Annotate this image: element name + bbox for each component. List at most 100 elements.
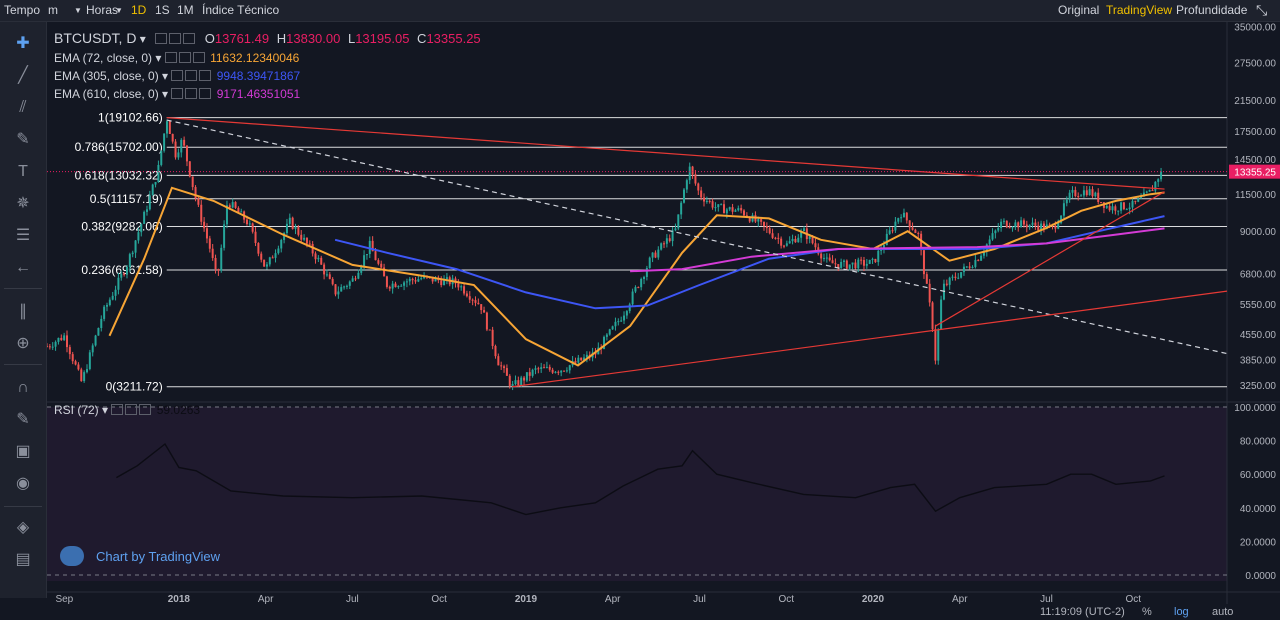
rsi-line [116, 442, 1165, 516]
interval-1d[interactable]: 1D [131, 3, 147, 17]
candle-body [860, 259, 863, 261]
candle-body [385, 276, 388, 287]
settings-icon[interactable] [171, 70, 184, 81]
layers-icon[interactable]: ◈ [16, 519, 30, 536]
chevron-down-icon[interactable]: ▾ [158, 87, 172, 101]
ema-legend[interactable]: EMA (610, close, 0) ▾ 9171.46351051 [54, 87, 300, 101]
lock-drawing-icon[interactable]: ✎ [16, 411, 30, 428]
view-original[interactable]: Original [1058, 3, 1100, 17]
zoom-icon[interactable]: ⊕ [16, 335, 30, 352]
ema-legend[interactable]: EMA (305, close, 0) ▾ 9948.39471867 [54, 69, 300, 83]
time-axis-label: 2020 [862, 594, 885, 604]
source-icon[interactable] [169, 33, 182, 44]
trendline[interactable] [511, 290, 1228, 388]
auto-scale-button[interactable]: auto [1212, 606, 1234, 618]
trend-line-icon[interactable]: ╱ [18, 67, 28, 84]
remove-icon[interactable] [139, 404, 152, 415]
price-chart[interactable]: 1(19102.66) 0.786(15702.00) 0.618(13032.32… [47, 22, 1280, 604]
trendline[interactable] [166, 117, 1165, 190]
candle-body [414, 280, 417, 282]
indicator-label[interactable]: EMA (305, close, 0) [54, 69, 159, 83]
ohlc-key: O [201, 31, 215, 46]
source-icon[interactable] [185, 70, 198, 81]
percent-scale-button[interactable]: % [1142, 606, 1152, 618]
trash-icon[interactable]: ▤ [15, 551, 31, 568]
source-icon[interactable] [125, 404, 138, 415]
ohlc-key: C [413, 31, 427, 46]
candle-body [1002, 220, 1005, 222]
indicator-label[interactable]: EMA (610, close, 0) [54, 87, 159, 101]
candle-body [288, 217, 291, 224]
settings-icon[interactable] [164, 52, 177, 63]
ohlc-value: 13830.00 [286, 31, 341, 46]
symbol-title[interactable]: BTCUSDT, D [54, 30, 137, 46]
interval-dropdown[interactable]: m [48, 3, 58, 17]
symbol-legend[interactable]: BTCUSDT, D ▾ O13761.49 H13830.00 L13195.… [54, 30, 481, 46]
tradingview-attribution[interactable]: Chart by TradingView [60, 545, 220, 569]
candle-body [820, 253, 823, 259]
candle-body [831, 260, 834, 264]
interval-1m[interactable]: 1M [177, 3, 194, 17]
candle-body [814, 243, 817, 248]
lock-icon[interactable]: ▣ [15, 443, 31, 460]
candle-body [314, 253, 317, 260]
candle-body [928, 283, 931, 303]
pitchfork-icon[interactable]: ⫽ [19, 99, 27, 116]
hours-dropdown[interactable]: Horas [86, 3, 119, 17]
candle-body [1128, 207, 1131, 210]
chevron-down-icon[interactable]: ▾ [152, 51, 165, 65]
candle-body [1080, 195, 1083, 197]
candle-body [717, 204, 720, 208]
magnet-icon[interactable]: ∩ [17, 379, 29, 396]
candle-body [1017, 222, 1020, 228]
technical-index[interactable]: Índice Técnico [202, 3, 280, 17]
candle-body [1077, 196, 1080, 198]
candle-body [374, 251, 377, 261]
view-tradingview[interactable]: TradingView [1106, 3, 1173, 17]
prediction-icon[interactable]: ☰ [15, 227, 31, 244]
brush-icon[interactable]: ✎ [16, 131, 30, 148]
candle-body [1151, 189, 1154, 191]
candle-body [888, 230, 891, 234]
candle-body [420, 278, 423, 280]
remove-icon[interactable] [192, 52, 205, 63]
ema-legend[interactable]: EMA (72, close, 0) ▾ 11632.12340046 [54, 51, 299, 65]
eye-icon[interactable]: ◉ [16, 475, 30, 492]
candle-body [911, 227, 914, 230]
candle-body [68, 347, 71, 355]
candle-body [57, 337, 60, 342]
interval-1s[interactable]: 1S [155, 3, 170, 17]
ruler-icon[interactable]: ∥ [19, 303, 27, 320]
candle-body [1022, 220, 1025, 225]
back-arrow-icon[interactable]: ← [15, 259, 31, 276]
view-depth[interactable]: Profundidade [1176, 3, 1248, 17]
candle-body [1020, 220, 1023, 228]
text-icon[interactable]: T [18, 163, 28, 180]
candle-body [348, 281, 351, 286]
source-icon[interactable] [178, 52, 191, 63]
chevron-down-icon[interactable]: ▾ [158, 69, 172, 83]
source-icon[interactable] [185, 88, 198, 99]
settings-icon[interactable] [111, 404, 124, 415]
candle-body [1034, 222, 1037, 226]
candle-body [417, 279, 420, 282]
candle-body [725, 209, 728, 214]
log-scale-button[interactable]: log [1174, 606, 1189, 618]
fullscreen-icon[interactable]: ⤡ [1256, 2, 1268, 18]
crosshair-icon[interactable]: ✚ [16, 35, 30, 52]
trendline[interactable] [935, 191, 1165, 327]
candle-body [497, 356, 500, 366]
remove-icon[interactable] [199, 88, 212, 99]
candle-body [1108, 205, 1111, 211]
indicator-label[interactable]: EMA (72, close, 0) [54, 51, 153, 65]
chevron-down-icon[interactable]: ▾ [98, 403, 112, 417]
remove-icon[interactable] [199, 70, 212, 81]
settings-icon[interactable] [171, 88, 184, 99]
rsi-legend[interactable]: RSI (72) ▾ 59.0263 [54, 403, 200, 417]
pattern-icon[interactable]: ✵ [16, 195, 30, 212]
settings-icon[interactable] [155, 33, 168, 44]
chevron-down-icon[interactable]: ▾ [136, 32, 150, 46]
rsi-label[interactable]: RSI (72) [54, 403, 99, 417]
candle-body [902, 212, 905, 218]
remove-icon[interactable] [183, 33, 196, 44]
